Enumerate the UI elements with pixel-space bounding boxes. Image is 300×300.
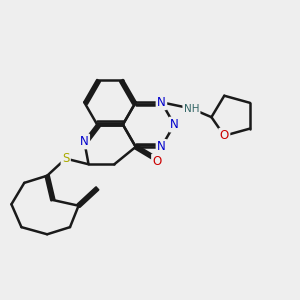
- Text: N: N: [157, 140, 166, 153]
- Text: O: O: [220, 129, 229, 142]
- Text: NH: NH: [184, 103, 199, 114]
- Text: N: N: [80, 135, 89, 148]
- Text: N: N: [157, 96, 166, 109]
- Text: S: S: [62, 152, 69, 165]
- Text: N: N: [170, 118, 179, 131]
- Text: O: O: [152, 155, 162, 168]
